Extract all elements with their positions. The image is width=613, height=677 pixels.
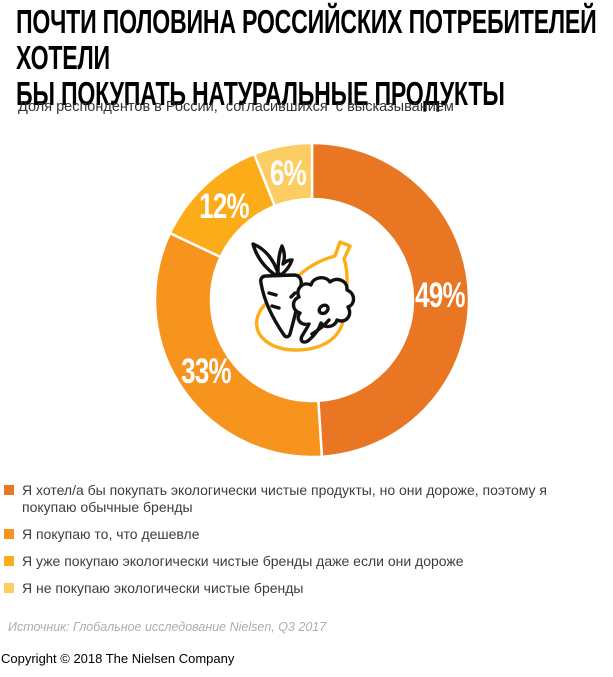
carrot-icon [251, 242, 303, 339]
legend-item: Я уже покупаю экологически чистые бренды… [4, 553, 604, 570]
legend-swatch [4, 485, 14, 495]
page-title: ПОЧТИ ПОЛОВИНА РОССИЙСКИХ ПОТРЕБИТЕЛЕЙ Х… [16, 3, 597, 112]
chart-subtitle: Доля респондентов в России, согласившихс… [18, 99, 454, 115]
copyright: Copyright © 2018 The Nielsen Company [1, 651, 235, 666]
donut-slice-49 [310, 141, 471, 459]
legend-item-label: Я не покупаю экологически чистые бренды [22, 580, 304, 596]
legend-swatch [4, 583, 14, 593]
donut-slice-33 [153, 231, 324, 459]
vegetables-icon-svg [251, 240, 356, 352]
legend-item-label: Я уже покупаю экологически чистые бренды… [22, 553, 464, 569]
legend-item-label: Я покупаю то, что дешевле [22, 526, 200, 542]
vegetables-icon [245, 235, 370, 360]
source-note: Источник: Глобальное исследование Nielse… [8, 620, 327, 634]
legend-item: Я не покупаю экологически чистые бренды [4, 580, 604, 597]
legend-item: Я хотел/а бы покупать экологически чисты… [4, 482, 604, 516]
legend-swatch [4, 556, 14, 566]
donut-chart: 49% 33% 12% 6% [152, 140, 472, 460]
broccoli-icon [291, 276, 356, 344]
legend-swatch [4, 529, 14, 539]
legend-item-label: Я хотел/а бы покупать экологически чисты… [22, 482, 548, 515]
legend-item: Я покупаю то, что дешевле [4, 526, 604, 543]
donut-chart-svg [153, 141, 471, 459]
donut-slice-6 [252, 141, 314, 208]
chart-legend: Я хотел/а бы покупать экологически чисты… [4, 482, 604, 607]
